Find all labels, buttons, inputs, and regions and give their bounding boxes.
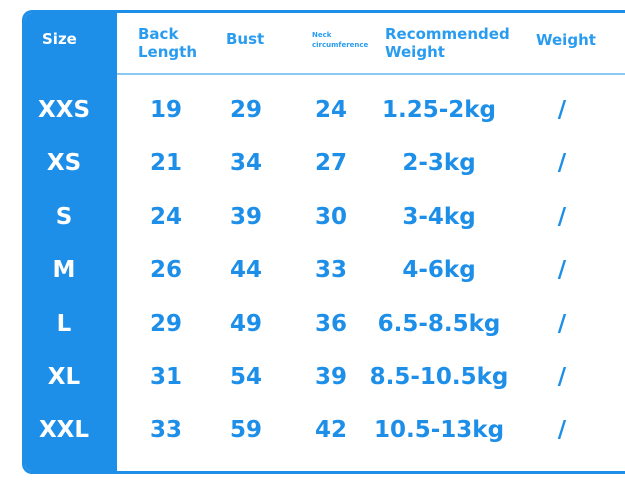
size-label: XL: [47, 364, 81, 390]
table-cell: 29: [149, 310, 183, 337]
table-cell: 2-3kg: [402, 150, 476, 177]
table-cell: 8.5-10.5kg: [369, 364, 509, 390]
table-cell: 59: [229, 417, 263, 444]
table-cell: 21: [149, 150, 183, 177]
table-cell: 6.5-8.5kg: [377, 310, 501, 337]
size-label: L: [56, 310, 72, 337]
table-cell: /: [557, 203, 567, 230]
table-cell: 33: [149, 417, 183, 444]
table-cell: 36: [314, 310, 348, 337]
table-cell: 27: [314, 150, 348, 177]
table-cell: 33: [314, 257, 348, 284]
header-rule: [117, 73, 625, 75]
table-cell: /: [557, 417, 567, 444]
table-cell: 49: [229, 310, 263, 337]
table-cell: 39: [314, 364, 348, 390]
table-cell: 3-4kg: [402, 203, 476, 230]
header-cell: Weight: [536, 31, 596, 49]
table-cell: 44: [229, 257, 263, 284]
table-cell: 4-6kg: [402, 257, 476, 284]
size-label: XS: [46, 150, 82, 177]
table-cell: /: [557, 364, 567, 390]
table-cell: 19: [149, 97, 183, 123]
table-cell: /: [557, 150, 567, 177]
size-column: [25, 13, 117, 471]
table-frame: [22, 10, 625, 474]
size-label: S: [55, 203, 73, 230]
table-cell: 31: [149, 364, 183, 390]
header-cell: Bust: [226, 30, 265, 48]
table-cell: 42: [314, 417, 348, 444]
table-cell: /: [557, 257, 567, 284]
header-cell: Back Length: [138, 25, 197, 61]
table-cell: 26: [149, 257, 183, 284]
size-label: M: [52, 257, 76, 284]
size-label: XXL: [38, 417, 90, 444]
table-cell: 34: [229, 150, 263, 177]
table-cell: 30: [314, 203, 348, 230]
table-cell: 24: [149, 203, 183, 230]
size-label: XXS: [37, 97, 91, 123]
table-cell: 24: [314, 97, 348, 123]
table-cell: 39: [229, 203, 263, 230]
table-cell: 29: [229, 97, 263, 123]
header-cell: Recommended Weight: [385, 25, 510, 61]
table-cell: /: [557, 310, 567, 337]
table-cell: 1.25-2kg: [381, 97, 497, 123]
header-cell: Neck circumference: [312, 31, 369, 49]
header-cell: Size: [42, 30, 77, 48]
table-cell: 10.5-13kg: [373, 417, 505, 444]
table-cell: 54: [229, 364, 263, 390]
table-cell: /: [557, 97, 567, 123]
